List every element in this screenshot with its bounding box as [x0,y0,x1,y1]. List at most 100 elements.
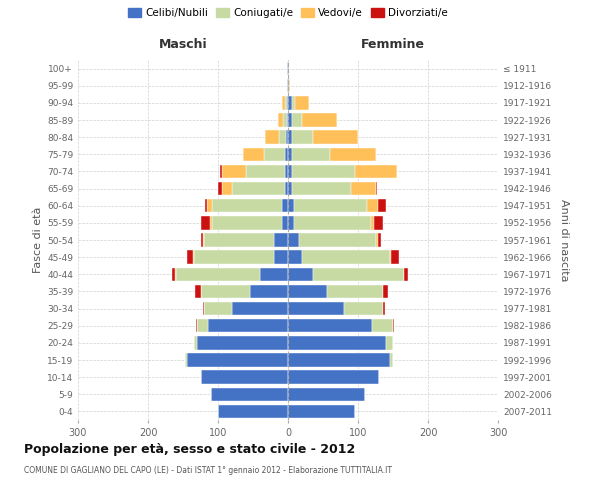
Bar [293,199,367,212]
Bar [288,164,292,178]
Bar [371,216,374,230]
Bar [288,234,299,246]
Bar [243,148,264,161]
Bar [288,114,292,126]
Bar [193,336,197,349]
Bar [197,319,208,332]
Bar [264,148,285,161]
Bar [386,336,393,349]
Bar [288,319,372,332]
Bar [285,148,288,161]
Bar [288,130,292,144]
Bar [284,164,288,178]
Y-axis label: Fasce di età: Fasce di età [33,207,43,273]
Bar [293,216,371,230]
Bar [208,319,288,332]
Text: Popolazione per età, sesso e stato civile - 2012: Popolazione per età, sesso e stato civil… [24,442,355,456]
Bar [351,182,376,196]
Bar [205,199,207,212]
Bar [288,354,389,366]
Bar [393,319,394,332]
Bar [292,96,295,110]
Bar [295,96,309,110]
Bar [299,234,376,246]
Bar [232,182,284,196]
Bar [287,114,288,126]
Bar [288,148,292,161]
Bar [274,234,288,246]
Bar [344,302,383,316]
Legend: Celibi/Nubili, Coniugati/e, Vedovi/e, Divorziati/e: Celibi/Nubili, Coniugati/e, Vedovi/e, Di… [124,4,452,22]
Bar [172,268,175,281]
Bar [204,234,274,246]
Bar [376,234,377,246]
Bar [302,250,389,264]
Y-axis label: Anni di nascita: Anni di nascita [559,198,569,281]
Bar [218,404,288,418]
Bar [283,96,284,110]
Bar [383,284,388,298]
Bar [288,336,386,349]
Bar [389,354,393,366]
Bar [292,148,330,161]
Bar [175,268,176,281]
Bar [330,148,376,161]
Bar [203,302,204,316]
Bar [187,250,193,264]
Bar [292,114,302,126]
Bar [288,216,293,230]
Bar [377,234,381,246]
Bar [288,388,365,401]
Bar [383,302,385,316]
Bar [274,250,288,264]
Bar [200,234,203,246]
Bar [212,216,283,230]
Bar [286,130,288,144]
Text: Maschi: Maschi [158,38,208,51]
Bar [287,79,288,92]
Bar [176,268,260,281]
Bar [326,284,383,298]
Bar [389,250,391,264]
Bar [376,182,377,196]
Bar [288,268,313,281]
Bar [284,182,288,196]
Bar [283,114,287,126]
Bar [265,130,279,144]
Bar [313,130,358,144]
Bar [242,148,243,161]
Bar [288,62,289,76]
Bar [193,250,274,264]
Bar [283,199,288,212]
Bar [207,199,212,212]
Bar [196,319,197,332]
Bar [288,79,289,92]
Bar [355,164,397,178]
Bar [246,164,284,178]
Bar [292,164,355,178]
Bar [221,182,232,196]
Bar [288,284,326,298]
Bar [250,284,288,298]
Bar [288,404,355,418]
Bar [377,199,386,212]
Text: COMUNE DI GAGLIANO DEL CAPO (LE) - Dati ISTAT 1° gennaio 2012 - Elaborazione TUT: COMUNE DI GAGLIANO DEL CAPO (LE) - Dati … [24,466,392,475]
Bar [200,284,250,298]
Bar [197,336,288,349]
Bar [288,96,292,110]
Bar [201,216,209,230]
Bar [367,199,377,212]
Bar [287,62,288,76]
Bar [292,182,351,196]
Bar [203,234,204,246]
Bar [287,96,288,110]
Bar [277,114,283,126]
Bar [218,182,221,196]
Bar [288,302,344,316]
Bar [185,354,187,366]
Bar [288,370,379,384]
Bar [284,96,287,110]
Bar [209,216,212,230]
Bar [220,164,221,178]
Bar [211,388,288,401]
